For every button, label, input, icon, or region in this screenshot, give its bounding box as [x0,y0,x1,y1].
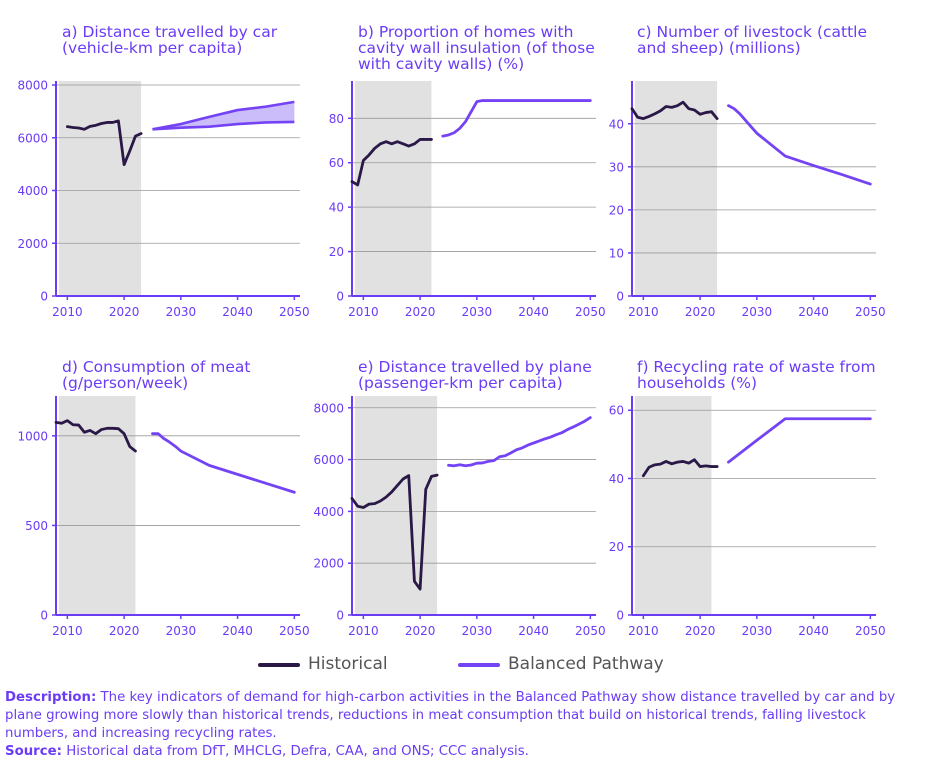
description: Description: The key indicators of deman… [5,689,920,743]
panel-d-historical-shading [59,396,136,615]
panel-b-balanced-line [441,99,592,138]
panel-b-ytick-label: 80 [329,112,344,126]
panel-c-ytick-label: 30 [609,160,624,174]
panel-f-ytick-label: 20 [609,540,624,554]
legend-swatch-historical [258,663,300,667]
panel-e-ytick-label: 0 [336,609,344,623]
panel-e-balanced-line [447,416,592,468]
panel-d-xtick-label: 2030 [166,624,197,638]
panel-e-ytick-label: 4000 [313,505,344,519]
panel-a-historical-line [65,119,143,167]
panel-c-xtick-label: 2050 [855,305,886,319]
panel-d-title: d) Consumption of meat (g/person/week) [62,358,251,392]
panel-f-ytick-label: 0 [616,609,624,623]
panel-c-ytick-label: 20 [609,203,624,217]
source-text: Historical data from DfT, MHCLG, Defra, … [61,744,529,759]
panel-b-historical-shading [355,81,432,296]
panel-c-balanced-line [727,104,872,186]
legend-swatch-balanced [458,663,500,667]
panel-a-xtick-label: 2010 [52,305,83,319]
panel-b-title: b) Proportion of homes with cavity wall … [358,23,595,73]
panel-a-ytick-label: 2000 [17,237,48,251]
source: Source: Historical data from DfT, MHCLG,… [5,743,920,761]
panel-b-ytick-label: 0 [336,290,344,304]
legend-label-historical: Historical [308,654,388,674]
panel-e-historical-line [350,473,439,591]
panel-d-ytick-label: 1000 [17,429,48,443]
panel-d-xtick-label: 2010 [52,624,83,638]
panel-c-ytick-label: 0 [616,290,624,304]
panel-a-xtick-label: 2020 [109,305,140,319]
panel-c-ytick-label: 10 [609,246,624,260]
panel-a-ytick-label: 0 [40,290,48,304]
panel-b-xtick-label: 2020 [405,305,436,319]
source-label: Source: [5,744,62,759]
panel-c-xtick-label: 2010 [628,305,659,319]
panel-f-xtick-label: 2040 [798,624,829,638]
panel-e-xtick-label: 2010 [348,624,379,638]
panel-c-xtick-label: 2020 [685,305,716,319]
panel-e-ytick-label: 8000 [313,401,344,415]
panel-a-balanced-upper-line [152,100,295,131]
panel-d-ytick-label: 500 [25,519,48,533]
panel-e-xtick-label: 2030 [462,624,493,638]
panel-c-xtick-label: 2040 [798,305,829,319]
panel-a-title: a) Distance travelled by car (vehicle-km… [62,23,278,57]
panel-f-ytick-label: 40 [609,472,624,486]
panel-a-xtick-label: 2030 [166,305,197,319]
panel-b-xtick-label: 2040 [518,305,549,319]
panel-b-ytick-label: 60 [329,156,344,170]
panel-d-balanced-line [151,432,296,494]
description-label: Description: [5,690,97,705]
panel-b-ytick-label: 40 [329,201,344,215]
panel-e-ytick-label: 2000 [313,557,344,571]
panel-f-xtick-label: 2030 [742,624,773,638]
panel-a-ytick-label: 4000 [17,184,48,198]
panel-b-xtick-label: 2010 [348,305,379,319]
panel-a-xtick-label: 2050 [279,305,310,319]
panel-e-xtick-label: 2050 [575,624,606,638]
panel-b-historical-line [350,138,433,187]
chart-figure: a) Distance travelled by car (vehicle-km… [17,23,886,639]
panel-c-historical-line [630,100,719,120]
panel-a-historical-shading [59,81,142,296]
panel-d-ytick-label: 0 [40,609,48,623]
footer: Description: The key indicators of deman… [5,689,920,761]
legend-label-balanced: Balanced Pathway [508,654,664,674]
panel-e-xtick-label: 2020 [405,624,436,638]
panel-c-title: c) Number of livestock (cattle and sheep… [637,23,868,57]
panel-d-xtick-label: 2050 [279,624,310,638]
panel-f-ytick-label: 60 [609,404,624,418]
panel-c-ytick-label: 40 [609,117,624,131]
panel-f-balanced-line [727,417,872,464]
panel-c-xtick-label: 2030 [742,305,773,319]
panel-b-ytick-label: 20 [329,245,344,259]
panel-b-xtick-label: 2050 [575,305,606,319]
panel-b-xtick-label: 2030 [462,305,493,319]
panel-a-xtick-label: 2040 [222,305,253,319]
panel-a-balanced-lower-line [152,120,295,131]
panel-d-historical-line [54,419,137,453]
panel-a-ytick-label: 6000 [17,131,48,145]
panel-f-title: f) Recycling rate of waste from househol… [637,358,876,392]
panel-d-xtick-label: 2040 [222,624,253,638]
panel-d-xtick-label: 2020 [109,624,140,638]
panel-f-xtick-label: 2010 [628,624,659,638]
panel-e-title: e) Distance travelled by plane (passenge… [358,358,592,392]
panel-a-ytick-label: 8000 [17,79,48,93]
panel-e-xtick-label: 2040 [518,624,549,638]
panel-e-ytick-label: 6000 [313,453,344,467]
description-text: The key indicators of demand for high-ca… [5,690,896,741]
panel-f-historical-line [641,458,719,478]
panel-f-xtick-label: 2050 [855,624,886,638]
panel-f-xtick-label: 2020 [685,624,716,638]
panel-f-historical-shading [635,396,712,615]
